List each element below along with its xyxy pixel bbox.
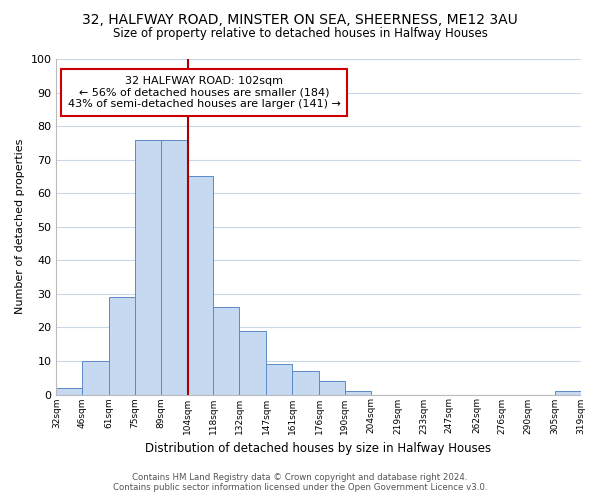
Bar (188, 176, 214, 394)
Bar (319, 381, 345, 394)
Text: Size of property relative to detached houses in Halfway Houses: Size of property relative to detached ho… (113, 28, 487, 40)
Text: 32, HALFWAY ROAD, MINSTER ON SEA, SHEERNESS, ME12 3AU: 32, HALFWAY ROAD, MINSTER ON SEA, SHEERN… (82, 12, 518, 26)
Bar (109, 297, 135, 394)
Bar (56, 388, 82, 394)
Bar (292, 371, 319, 394)
Bar (82, 361, 109, 394)
Bar (161, 140, 188, 394)
Bar (239, 331, 266, 394)
X-axis label: Distribution of detached houses by size in Halfway Houses: Distribution of detached houses by size … (145, 442, 491, 455)
Bar (555, 391, 581, 394)
Text: Contains HM Land Registry data © Crown copyright and database right 2024.
Contai: Contains HM Land Registry data © Crown c… (113, 473, 487, 492)
Bar (266, 364, 292, 394)
Bar (135, 140, 161, 394)
Text: 32 HALFWAY ROAD: 102sqm
← 56% of detached houses are smaller (184)
43% of semi-d: 32 HALFWAY ROAD: 102sqm ← 56% of detache… (68, 76, 341, 109)
Y-axis label: Number of detached properties: Number of detached properties (15, 139, 25, 314)
Bar (345, 391, 371, 394)
Bar (214, 308, 239, 394)
